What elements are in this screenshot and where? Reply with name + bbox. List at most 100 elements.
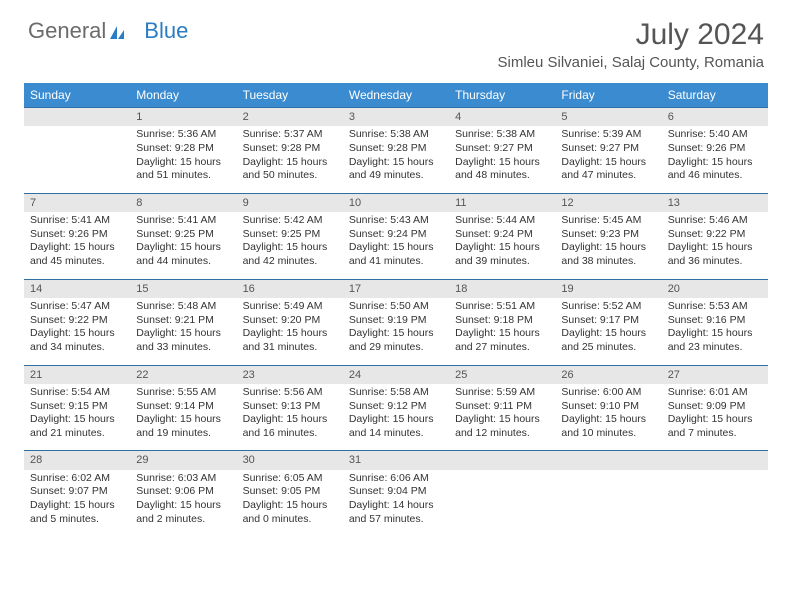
sunset-text: Sunset: 9:10 PM xyxy=(561,400,655,414)
daylight-text: Daylight: 15 hours and 14 minutes. xyxy=(349,413,443,440)
sunrise-text: Sunrise: 5:45 AM xyxy=(561,214,655,228)
day-cell: Sunrise: 5:37 AMSunset: 9:28 PMDaylight:… xyxy=(237,126,343,193)
day-cell: Sunrise: 5:55 AMSunset: 9:14 PMDaylight:… xyxy=(130,384,236,451)
weekday-header-row: SundayMondayTuesdayWednesdayThursdayFrid… xyxy=(24,83,768,108)
daylight-text: Daylight: 15 hours and 44 minutes. xyxy=(136,241,230,268)
daylight-text: Daylight: 15 hours and 2 minutes. xyxy=(136,499,230,526)
day-number: 30 xyxy=(237,451,343,470)
daylight-text: Daylight: 15 hours and 48 minutes. xyxy=(455,156,549,183)
sunrise-text: Sunrise: 5:44 AM xyxy=(455,214,549,228)
daylight-text: Daylight: 15 hours and 47 minutes. xyxy=(561,156,655,183)
sunrise-text: Sunrise: 5:54 AM xyxy=(30,386,124,400)
daylight-text: Daylight: 15 hours and 16 minutes. xyxy=(243,413,337,440)
sunrise-text: Sunrise: 6:06 AM xyxy=(349,472,443,486)
day-number-row: 78910111213 xyxy=(24,193,768,212)
day-cell: Sunrise: 5:36 AMSunset: 9:28 PMDaylight:… xyxy=(130,126,236,193)
empty-cell xyxy=(555,451,661,470)
sunrise-text: Sunrise: 6:05 AM xyxy=(243,472,337,486)
sunrise-text: Sunrise: 5:40 AM xyxy=(668,128,762,142)
day-cell: Sunrise: 6:03 AMSunset: 9:06 PMDaylight:… xyxy=(130,470,236,537)
sunset-text: Sunset: 9:27 PM xyxy=(561,142,655,156)
sunset-text: Sunset: 9:13 PM xyxy=(243,400,337,414)
logo-text-blue: Blue xyxy=(144,18,188,44)
sunrise-text: Sunrise: 5:42 AM xyxy=(243,214,337,228)
sunset-text: Sunset: 9:22 PM xyxy=(30,314,124,328)
day-detail-row: Sunrise: 5:36 AMSunset: 9:28 PMDaylight:… xyxy=(24,126,768,193)
day-cell: Sunrise: 5:53 AMSunset: 9:16 PMDaylight:… xyxy=(662,298,768,365)
sunrise-text: Sunrise: 6:03 AM xyxy=(136,472,230,486)
title-block: July 2024 Simleu Silvaniei, Salaj County… xyxy=(497,18,764,71)
day-number: 9 xyxy=(237,193,343,212)
sunrise-text: Sunrise: 5:37 AM xyxy=(243,128,337,142)
empty-cell xyxy=(555,470,661,537)
day-cell: Sunrise: 5:41 AMSunset: 9:26 PMDaylight:… xyxy=(24,212,130,279)
sunrise-text: Sunrise: 5:43 AM xyxy=(349,214,443,228)
logo-text-general: General xyxy=(28,18,106,44)
weekday-header: Monday xyxy=(130,83,236,108)
day-number: 6 xyxy=(662,108,768,127)
location: Simleu Silvaniei, Salaj County, Romania xyxy=(497,54,764,71)
day-cell: Sunrise: 5:47 AMSunset: 9:22 PMDaylight:… xyxy=(24,298,130,365)
day-detail-row: Sunrise: 5:54 AMSunset: 9:15 PMDaylight:… xyxy=(24,384,768,451)
daylight-text: Daylight: 15 hours and 12 minutes. xyxy=(455,413,549,440)
daylight-text: Daylight: 15 hours and 39 minutes. xyxy=(455,241,549,268)
sunset-text: Sunset: 9:27 PM xyxy=(455,142,549,156)
day-cell: Sunrise: 5:41 AMSunset: 9:25 PMDaylight:… xyxy=(130,212,236,279)
sunset-text: Sunset: 9:26 PM xyxy=(30,228,124,242)
day-cell: Sunrise: 5:49 AMSunset: 9:20 PMDaylight:… xyxy=(237,298,343,365)
daylight-text: Daylight: 15 hours and 46 minutes. xyxy=(668,156,762,183)
day-cell: Sunrise: 5:43 AMSunset: 9:24 PMDaylight:… xyxy=(343,212,449,279)
day-cell: Sunrise: 5:51 AMSunset: 9:18 PMDaylight:… xyxy=(449,298,555,365)
day-number-row: 123456 xyxy=(24,108,768,127)
sunset-text: Sunset: 9:14 PM xyxy=(136,400,230,414)
day-cell: Sunrise: 5:40 AMSunset: 9:26 PMDaylight:… xyxy=(662,126,768,193)
daylight-text: Daylight: 15 hours and 0 minutes. xyxy=(243,499,337,526)
sunrise-text: Sunrise: 5:38 AM xyxy=(455,128,549,142)
daylight-text: Daylight: 15 hours and 23 minutes. xyxy=(668,327,762,354)
day-cell: Sunrise: 5:48 AMSunset: 9:21 PMDaylight:… xyxy=(130,298,236,365)
weekday-header: Sunday xyxy=(24,83,130,108)
weekday-header: Wednesday xyxy=(343,83,449,108)
daylight-text: Daylight: 15 hours and 19 minutes. xyxy=(136,413,230,440)
day-number: 25 xyxy=(449,365,555,384)
sunset-text: Sunset: 9:28 PM xyxy=(349,142,443,156)
daylight-text: Daylight: 15 hours and 29 minutes. xyxy=(349,327,443,354)
sunset-text: Sunset: 9:11 PM xyxy=(455,400,549,414)
weekday-header: Thursday xyxy=(449,83,555,108)
day-cell: Sunrise: 5:54 AMSunset: 9:15 PMDaylight:… xyxy=(24,384,130,451)
header: General Blue July 2024 Simleu Silvaniei,… xyxy=(0,0,792,75)
sunrise-text: Sunrise: 5:50 AM xyxy=(349,300,443,314)
day-cell: Sunrise: 6:02 AMSunset: 9:07 PMDaylight:… xyxy=(24,470,130,537)
day-cell: Sunrise: 5:50 AMSunset: 9:19 PMDaylight:… xyxy=(343,298,449,365)
day-number: 22 xyxy=(130,365,236,384)
day-number: 19 xyxy=(555,279,661,298)
sunrise-text: Sunrise: 5:48 AM xyxy=(136,300,230,314)
sunset-text: Sunset: 9:05 PM xyxy=(243,485,337,499)
day-detail-row: Sunrise: 6:02 AMSunset: 9:07 PMDaylight:… xyxy=(24,470,768,537)
daylight-text: Daylight: 14 hours and 57 minutes. xyxy=(349,499,443,526)
sunrise-text: Sunrise: 6:02 AM xyxy=(30,472,124,486)
sunset-text: Sunset: 9:26 PM xyxy=(668,142,762,156)
sunrise-text: Sunrise: 5:52 AM xyxy=(561,300,655,314)
day-cell: Sunrise: 5:38 AMSunset: 9:28 PMDaylight:… xyxy=(343,126,449,193)
sunset-text: Sunset: 9:22 PM xyxy=(668,228,762,242)
day-cell: Sunrise: 6:00 AMSunset: 9:10 PMDaylight:… xyxy=(555,384,661,451)
day-number: 18 xyxy=(449,279,555,298)
day-number: 20 xyxy=(662,279,768,298)
daylight-text: Daylight: 15 hours and 49 minutes. xyxy=(349,156,443,183)
sunrise-text: Sunrise: 5:55 AM xyxy=(136,386,230,400)
daylight-text: Daylight: 15 hours and 33 minutes. xyxy=(136,327,230,354)
weekday-header: Tuesday xyxy=(237,83,343,108)
daylight-text: Daylight: 15 hours and 34 minutes. xyxy=(30,327,124,354)
sunset-text: Sunset: 9:04 PM xyxy=(349,485,443,499)
daylight-text: Daylight: 15 hours and 31 minutes. xyxy=(243,327,337,354)
day-cell: Sunrise: 5:44 AMSunset: 9:24 PMDaylight:… xyxy=(449,212,555,279)
sunrise-text: Sunrise: 5:39 AM xyxy=(561,128,655,142)
day-number-row: 28293031 xyxy=(24,451,768,470)
daylight-text: Daylight: 15 hours and 41 minutes. xyxy=(349,241,443,268)
day-cell: Sunrise: 5:59 AMSunset: 9:11 PMDaylight:… xyxy=(449,384,555,451)
sunrise-text: Sunrise: 5:38 AM xyxy=(349,128,443,142)
day-number: 11 xyxy=(449,193,555,212)
sunset-text: Sunset: 9:28 PM xyxy=(136,142,230,156)
day-cell: Sunrise: 6:05 AMSunset: 9:05 PMDaylight:… xyxy=(237,470,343,537)
